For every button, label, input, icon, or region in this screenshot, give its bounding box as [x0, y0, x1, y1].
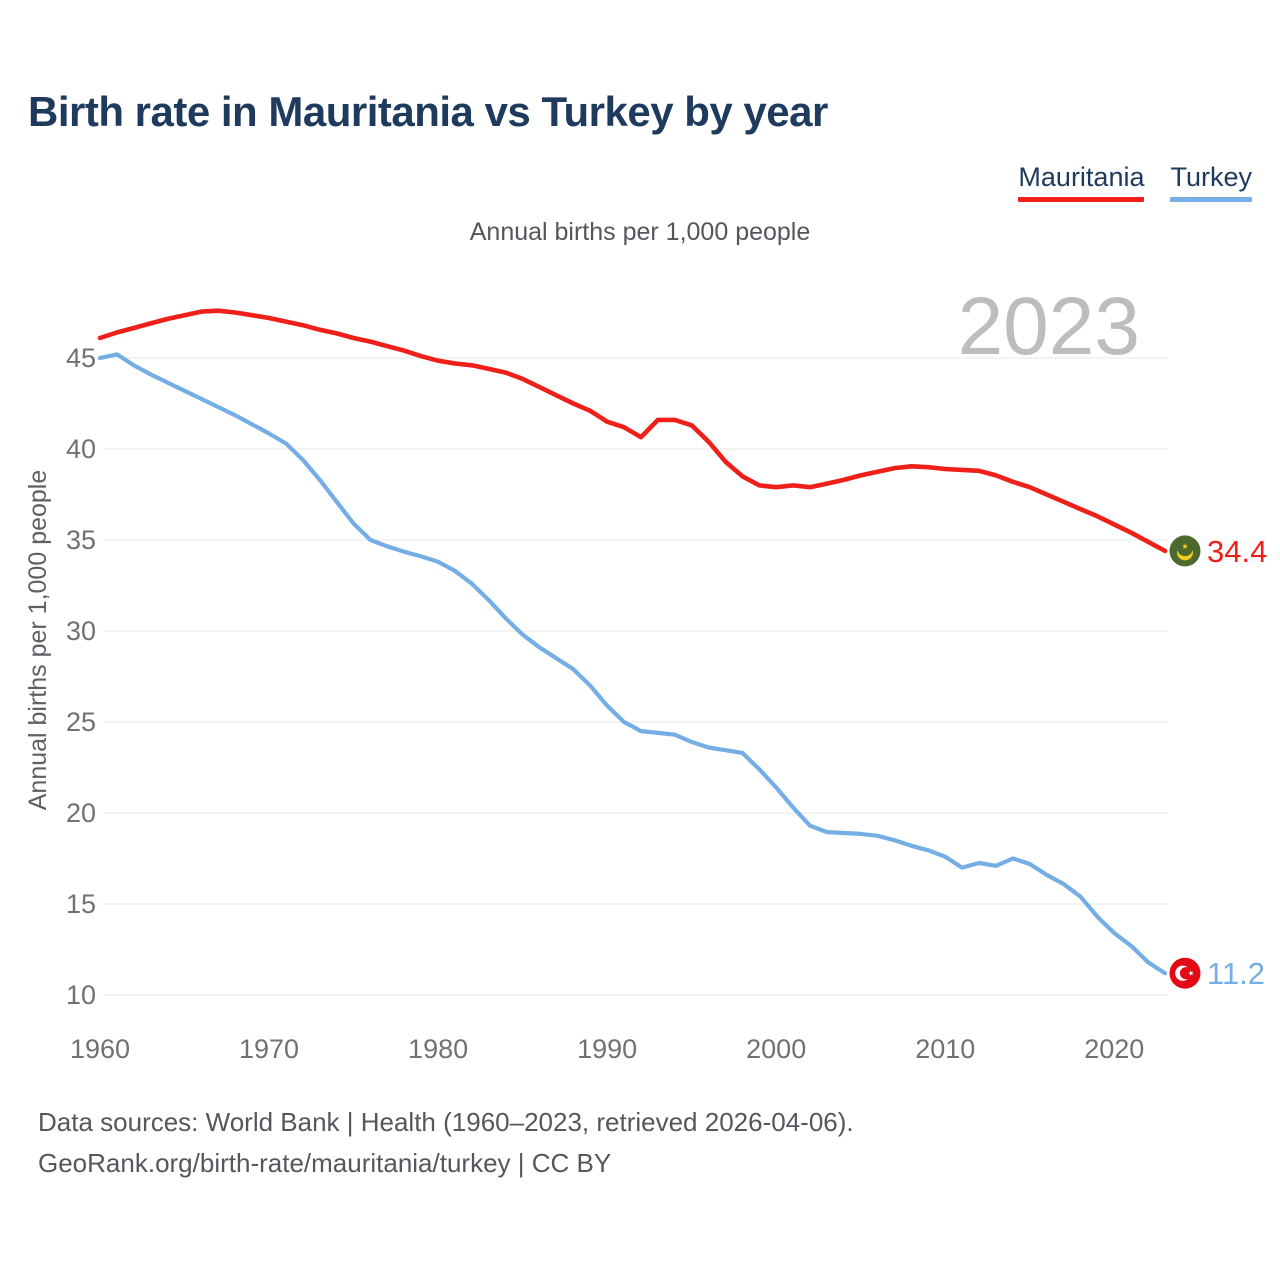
- footer-attribution: GeoRank.org/birth-rate/mauritania/turkey…: [38, 1148, 612, 1178]
- legend-underline-mauritania: [1018, 196, 1145, 202]
- legend-label-turkey: Turkey: [1170, 162, 1252, 192]
- x-tick-label-1990: 1990: [577, 1034, 637, 1064]
- y-tick-label-25: 25: [66, 707, 96, 737]
- legend-underline-turkey: [1170, 196, 1252, 202]
- y-tick-label-40: 40: [66, 434, 96, 464]
- series-line-mauritania: [97, 308, 1168, 554]
- turkey-flag-icon: [1169, 957, 1201, 989]
- x-tick-label-2010: 2010: [915, 1034, 975, 1064]
- chart-footer: Data sources: World Bank | Health (1960–…: [38, 1102, 854, 1184]
- chart-subtitle: Annual births per 1,000 people: [469, 218, 811, 246]
- y-tick-label-10: 10: [66, 980, 96, 1010]
- x-tick-label-2000: 2000: [746, 1034, 806, 1064]
- legend-item-turkey[interactable]: Turkey: [1170, 162, 1252, 202]
- legend: Mauritania Turkey: [1018, 162, 1252, 202]
- mauritania-flag-icon: [1169, 535, 1201, 567]
- page-title: Birth rate in Mauritania vs Turkey by ye…: [28, 88, 828, 135]
- y-tick-label-45: 45: [66, 343, 96, 373]
- x-tick-label-1980: 1980: [408, 1034, 468, 1064]
- series-line-turkey: [97, 352, 1168, 976]
- legend-label-mauritania: Mauritania: [1018, 162, 1145, 192]
- series-end-value-turkey: 11.2: [1207, 956, 1265, 991]
- y-tick-label-15: 15: [66, 889, 96, 919]
- series-end-value-mauritania: 34.4: [1207, 534, 1267, 569]
- y-tick-label-20: 20: [66, 798, 96, 828]
- y-tick-label-30: 30: [66, 616, 96, 646]
- x-tick-label-1970: 1970: [239, 1034, 299, 1064]
- y-axis-title: Annual births per 1,000 people: [24, 470, 52, 811]
- y-tick-label-35: 35: [66, 525, 96, 555]
- year-watermark: 2023: [958, 281, 1140, 372]
- x-tick-label-2020: 2020: [1084, 1034, 1144, 1064]
- legend-item-mauritania[interactable]: Mauritania: [1018, 162, 1145, 202]
- x-tick-label-1960: 1960: [70, 1034, 130, 1064]
- footer-data-sources: Data sources: World Bank | Health (1960–…: [38, 1107, 854, 1137]
